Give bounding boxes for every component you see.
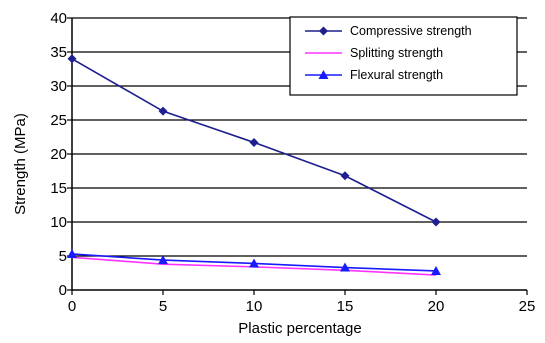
data-point-flexural-strength (431, 265, 441, 275)
legend-box (289, 16, 518, 96)
legend-marker-flexural-strength (318, 70, 329, 79)
data-point-compressive-strength (249, 137, 259, 147)
y-tick-label: 40 (50, 10, 67, 27)
data-point-flexural-strength (67, 248, 77, 258)
series-flexural-strength (67, 248, 441, 275)
x-tick-label: 10 (246, 298, 263, 315)
x-tick-label: 0 (68, 298, 76, 315)
data-point-flexural-strength (249, 258, 259, 268)
data-point-flexural-strength (158, 255, 168, 265)
data-point-compressive-strength (158, 106, 168, 116)
x-tick-label: 20 (428, 298, 445, 315)
series-compressive-strength (67, 54, 441, 227)
x-tick-label: 5 (159, 298, 167, 315)
legend-label-flexural-strength: Flexural strength (350, 68, 443, 82)
y-tick-label: 10 (50, 214, 67, 231)
legend-label-compressive-strength: Compressive strength (350, 24, 472, 38)
series-group (67, 54, 441, 276)
data-point-flexural-strength (340, 262, 350, 272)
y-tick-label: 0 (59, 282, 67, 299)
legend: Compressive strength Splitting strength Fl… (289, 16, 518, 96)
y-tick-label: 15 (50, 180, 67, 197)
legend-marker-compressive-strength (319, 26, 328, 36)
data-point-compressive-strength (431, 217, 441, 227)
legend-label-splitting-strength: Splitting strength (350, 46, 443, 60)
y-tick-label: 35 (50, 44, 67, 61)
legend-items: Compressive strength Splitting strength Fl… (305, 24, 472, 82)
y-tick-label: 20 (50, 146, 67, 163)
x-tick-label: 15 (337, 298, 354, 315)
data-point-compressive-strength (67, 54, 77, 64)
tick-labels: 0 5 10 15 20 25 30 35 40 0 5 10 15 20 25 (50, 10, 535, 315)
x-tick-label: 25 (519, 298, 536, 315)
x-axis-title: Plastic percentage (238, 320, 361, 337)
y-tick-label: 25 (50, 112, 67, 129)
data-point-compressive-strength (340, 171, 350, 181)
y-tick-label: 5 (59, 248, 67, 265)
y-tick-label: 30 (50, 78, 67, 95)
y-axis-title: Strength (MPa) (12, 113, 29, 215)
